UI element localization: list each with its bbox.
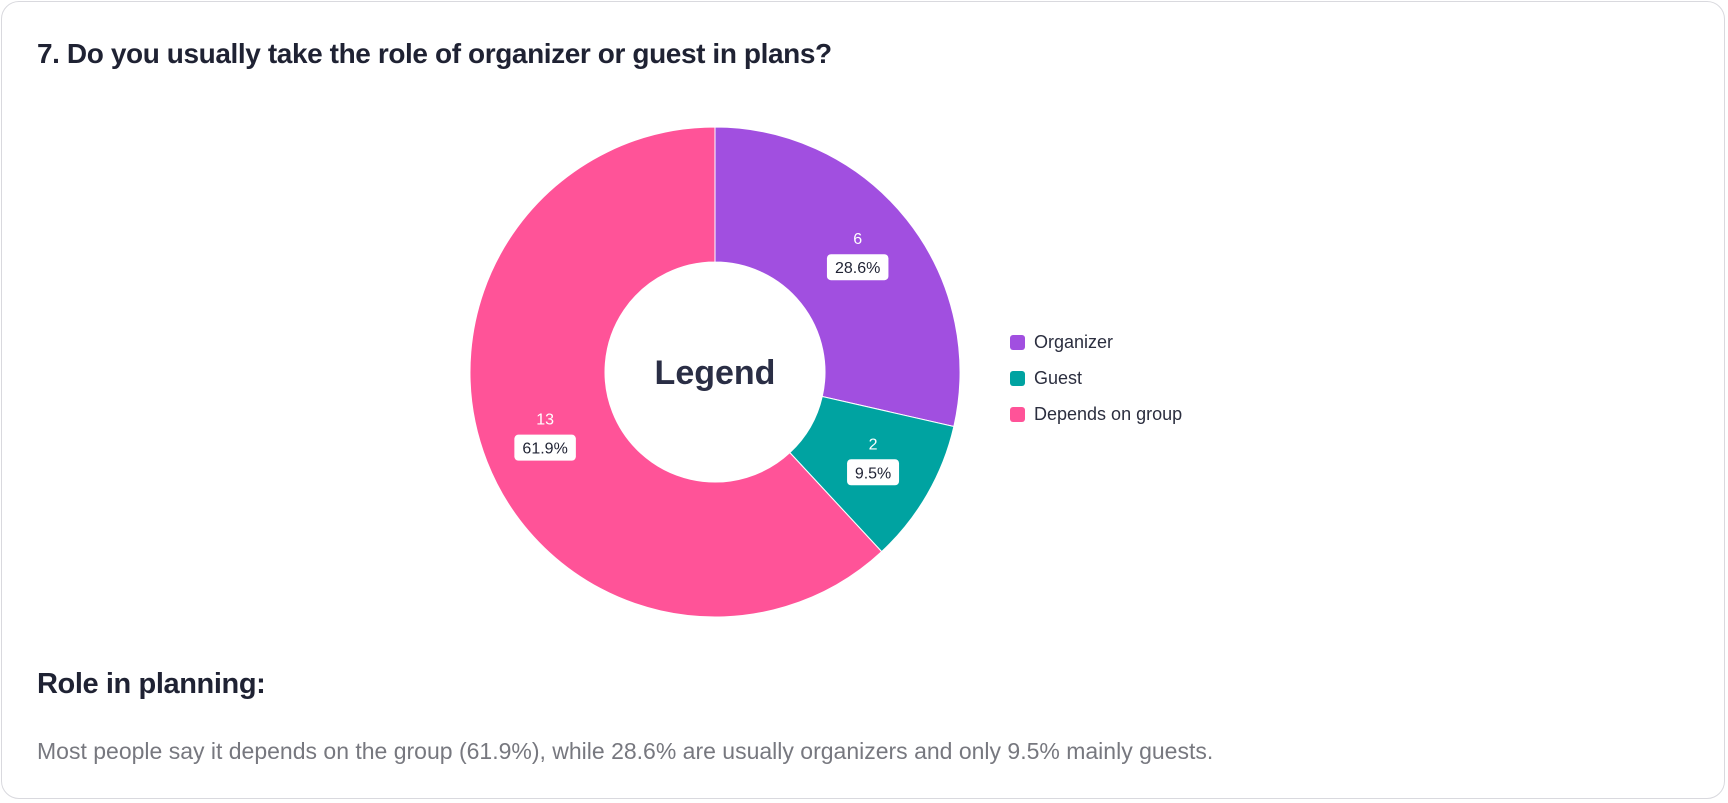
slice-depends-on-group[interactable] xyxy=(469,126,883,618)
legend-item-guest[interactable]: Guest xyxy=(1010,360,1182,396)
chart-area: 6 28.6% 2 9.5% 13 61.9% Legend Organizer Guest… xyxy=(2,2,1726,642)
question-title: 7. Do you usually take the role of organ… xyxy=(37,38,832,69)
slice-percent-badge-depends-on-group xyxy=(514,434,576,461)
legend-label-guest: Guest xyxy=(1034,367,1083,388)
legend-item-organizer[interactable]: Organizer xyxy=(1010,324,1182,360)
legend-item-depends-on-group[interactable]: Depends on group xyxy=(1010,396,1182,432)
donut-chart: 6 28.6% 2 9.5% 13 61.9% Legend xyxy=(469,126,961,618)
slice-count-label-guest: 2 xyxy=(869,436,878,453)
legend-label-depends-on-group: Depends on group xyxy=(1034,403,1183,424)
slice-count-label-organizer: 6 xyxy=(853,231,862,248)
slice-percent-label-depends-on-group: 61.9% xyxy=(522,441,567,458)
slice-percent-badge-organizer xyxy=(826,254,889,281)
legend-swatch-depends-on-group xyxy=(1010,406,1025,422)
legend-swatch-guest xyxy=(1010,370,1025,386)
summary-text: Most people say it depends on the group … xyxy=(37,738,1214,764)
donut-center-label: Legend xyxy=(655,354,776,392)
slice-percent-badge-guest xyxy=(847,459,900,486)
slice-percent-label-organizer: 28.6% xyxy=(835,260,880,277)
legend-label-organizer: Organizer xyxy=(1034,331,1114,352)
slice-percent-label-guest: 9.5% xyxy=(855,465,891,482)
chart-legend: Organizer Guest Depends on group xyxy=(1010,324,1182,432)
legend-swatch-organizer xyxy=(1010,334,1025,350)
slice-count-label-depends-on-group: 13 xyxy=(536,412,554,429)
section-heading: Role in planning: xyxy=(37,668,266,700)
